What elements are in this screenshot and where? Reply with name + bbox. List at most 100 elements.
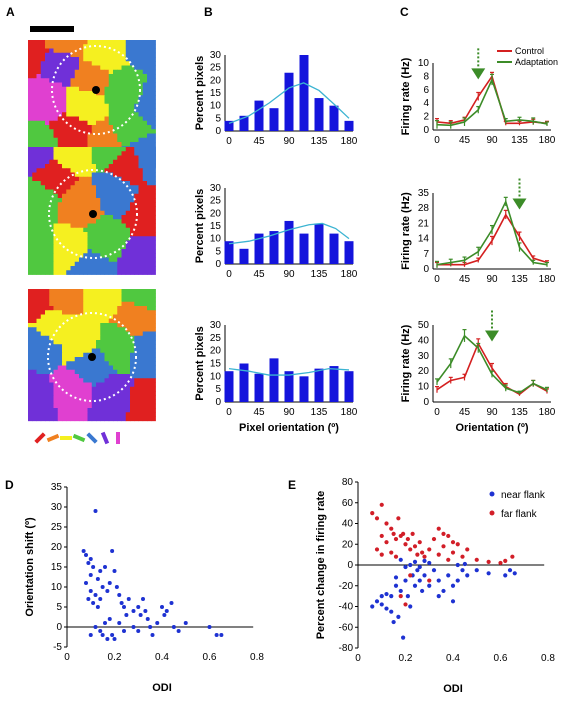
map-pixel — [70, 293, 76, 298]
map-pixel — [117, 306, 122, 311]
map-pixel — [70, 48, 76, 54]
map-pixel — [28, 270, 33, 275]
map-pixel — [45, 395, 50, 400]
map-pixel — [121, 108, 127, 113]
map-pixel — [74, 65, 80, 71]
map-pixel — [53, 365, 59, 371]
map-pixel — [70, 301, 76, 307]
map-pixel — [121, 219, 127, 224]
scatter-point-near-flank — [486, 571, 491, 576]
x-tick-label: 180 — [539, 407, 556, 418]
map-pixel — [113, 391, 118, 396]
map-pixel — [104, 257, 110, 263]
map-pixel — [28, 103, 33, 109]
map-pixel — [142, 340, 148, 345]
map-pixel — [91, 172, 97, 178]
map-pixel — [113, 395, 118, 400]
map-pixel — [91, 82, 97, 88]
map-pixel — [100, 416, 105, 422]
map-pixel — [49, 232, 54, 237]
map-pixel — [142, 318, 148, 324]
y-tick-label: -40 — [339, 602, 354, 613]
map-pixel — [28, 412, 33, 417]
scatter-point-near-flank — [408, 604, 413, 609]
map-pixel — [147, 408, 152, 413]
map-pixel — [125, 189, 131, 195]
map-pixel — [142, 348, 148, 354]
map-pixel — [66, 361, 71, 366]
map-pixel — [74, 176, 80, 182]
map-pixel — [134, 232, 139, 237]
map-pixel — [36, 176, 42, 182]
map-pixel — [121, 57, 127, 62]
map-pixel — [138, 147, 144, 152]
histogram-bar — [344, 120, 354, 131]
map-pixel — [96, 331, 101, 337]
scatter-point-far-flank — [370, 511, 375, 516]
map-pixel — [104, 133, 110, 139]
map-pixel — [83, 391, 88, 396]
map-pixel — [117, 257, 122, 263]
map-pixel — [32, 408, 37, 413]
map-pixel — [87, 344, 93, 349]
map-pixel — [121, 352, 127, 358]
map-pixel — [70, 361, 76, 366]
map-pixel — [121, 159, 127, 165]
map-pixel — [70, 159, 76, 165]
scatter-point-far-flank — [503, 558, 508, 563]
map-pixel — [45, 403, 50, 409]
map-pixel — [91, 176, 97, 182]
map-pixel — [138, 244, 144, 250]
x-tick-label: 135 — [511, 274, 528, 285]
map-pixel — [96, 416, 101, 422]
map-pixel — [79, 331, 84, 337]
map-pixel — [138, 65, 144, 71]
map-pixel — [74, 99, 80, 105]
map-pixel — [79, 266, 84, 271]
map-pixel — [87, 52, 93, 58]
map-pixel — [142, 120, 148, 126]
map-pixel — [100, 198, 105, 203]
map-pixel — [96, 159, 101, 165]
map-pixel — [79, 227, 84, 233]
map-pixel — [134, 293, 139, 298]
map-pixel — [53, 344, 59, 349]
map-pixel — [57, 74, 63, 79]
map-pixel — [32, 227, 37, 233]
map-pixel — [96, 327, 101, 332]
map-pixel — [113, 340, 118, 345]
map-pixel — [113, 206, 118, 212]
scatter-point-far-flank — [408, 573, 413, 578]
map-pixel — [66, 172, 71, 178]
map-pixel — [138, 189, 144, 195]
map-pixel — [28, 289, 33, 294]
map-pixel — [91, 301, 97, 307]
map-pixel — [74, 412, 80, 417]
map-pixel — [45, 348, 50, 354]
map-pixel — [91, 344, 97, 349]
map-pixel — [104, 151, 110, 156]
map-pixel — [121, 227, 127, 233]
map-pixel — [100, 210, 105, 216]
y-tick-label: 10 — [418, 58, 430, 69]
map-pixel — [49, 181, 54, 186]
map-pixel — [45, 297, 50, 303]
histogram-bar — [269, 108, 279, 131]
map-pixel — [87, 301, 93, 307]
map-pixel — [117, 129, 122, 134]
map-pixel — [130, 86, 135, 92]
map-pixel — [49, 159, 54, 165]
map-pixel — [117, 69, 122, 75]
map-pixel — [134, 86, 139, 92]
map-pixel — [100, 82, 105, 88]
map-pixel — [117, 227, 122, 233]
map-pixel — [96, 219, 101, 224]
map-pixel — [45, 412, 50, 417]
map-pixel — [142, 257, 148, 263]
map-pixel — [70, 253, 76, 258]
map-pixel — [53, 408, 59, 413]
map-pixel — [74, 352, 80, 358]
map-pixel — [36, 74, 42, 79]
map-pixel — [57, 210, 63, 216]
scatter-point — [110, 549, 115, 553]
